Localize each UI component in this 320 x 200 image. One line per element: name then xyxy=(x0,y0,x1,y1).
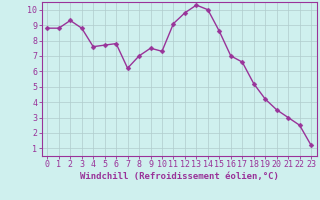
X-axis label: Windchill (Refroidissement éolien,°C): Windchill (Refroidissement éolien,°C) xyxy=(80,172,279,181)
